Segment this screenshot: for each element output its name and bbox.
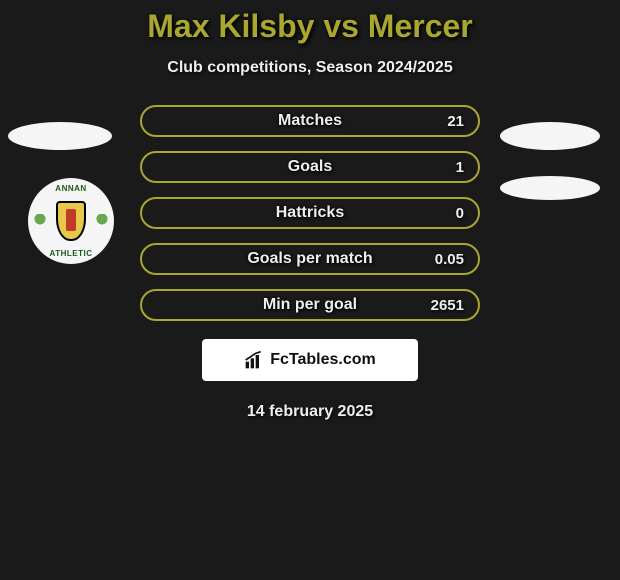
stat-value: 2651 [431,297,464,314]
subtitle: Club competitions, Season 2024/2025 [0,59,620,77]
stat-row-mpg: Min per goal 2651 [140,289,480,321]
date-label: 14 february 2025 [0,403,620,421]
comparison-card: Max Kilsby vs Mercer Club competitions, … [0,0,620,421]
club-left-badge: ANNAN ATHLETIC [28,178,114,264]
stat-row-matches: Matches 21 [140,105,480,137]
stat-label: Goals per match [142,250,478,268]
stat-row-gpm: Goals per match 0.05 [140,243,480,275]
stat-label: Min per goal [142,296,478,314]
attribution-text: FcTables.com [270,351,376,369]
thistle-icon [34,214,46,228]
shield-icon [56,201,86,241]
badge-text-top: ANNAN [36,184,106,193]
stat-value: 0 [456,205,464,222]
bar-chart-icon [244,350,264,370]
page-title: Max Kilsby vs Mercer [0,8,620,45]
stat-row-hattricks: Hattricks 0 [140,197,480,229]
stat-value: 1 [456,159,464,176]
player-right-placeholder [500,122,600,150]
attribution-pill[interactable]: FcTables.com [202,339,418,381]
stat-value: 0.05 [435,251,464,268]
stat-value: 21 [447,113,464,130]
stat-label: Hattricks [142,204,478,222]
thistle-icon [96,214,108,228]
badge-text-bottom: ATHLETIC [36,249,106,258]
club-right-placeholder [500,176,600,200]
player-left-placeholder [8,122,112,150]
stat-row-goals: Goals 1 [140,151,480,183]
stat-label: Matches [142,112,478,130]
stat-label: Goals [142,158,478,176]
